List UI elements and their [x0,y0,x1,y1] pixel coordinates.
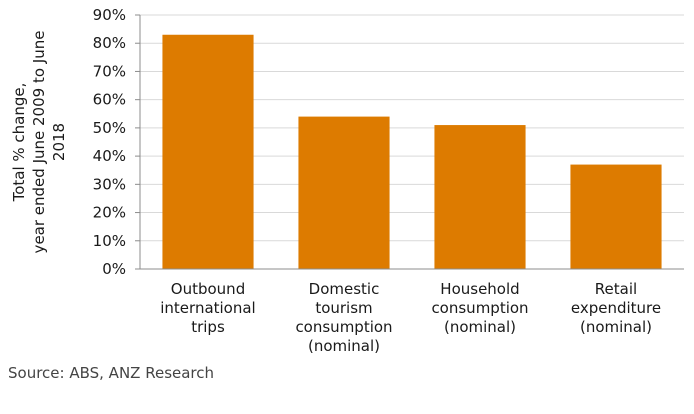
y-tick-label: 80% [93,34,126,52]
x-category-label: Retail expenditure (nominal) [571,280,661,336]
bar [570,164,662,269]
bars [162,34,662,269]
x-category-labels: Outbound international trips Domestic touris… [160,280,661,355]
x-category-label: Outbound international trips [160,280,255,336]
bar [434,125,526,269]
x-category-label: Domestic tourism consumption (nominal) [295,280,392,355]
bar [162,34,254,269]
y-tick-label: 50% [93,119,126,137]
axes [135,14,684,270]
y-tick-labels: 0% 10% 20% 30% 40% 50% 60% 70% 80% 90% [93,6,126,278]
x-category-label: Household consumption (nominal) [431,280,528,336]
y-tick-label: 60% [93,91,126,109]
y-axis-label: Total % change, year ended June 2009 to J… [10,31,68,254]
y-tick-label: 30% [93,175,126,193]
y-tick-label: 0% [102,260,126,278]
bar [298,116,390,269]
y-tick-label: 20% [93,204,126,222]
y-axis-title: Total % change, year ended June 2009 to J… [10,31,68,254]
source-note: Source: ABS, ANZ Research [8,364,215,382]
y-tick-label: 10% [93,232,126,250]
y-tick-label: 40% [93,147,126,165]
y-tick-label: 70% [93,62,126,80]
y-tick-label: 90% [93,6,126,24]
